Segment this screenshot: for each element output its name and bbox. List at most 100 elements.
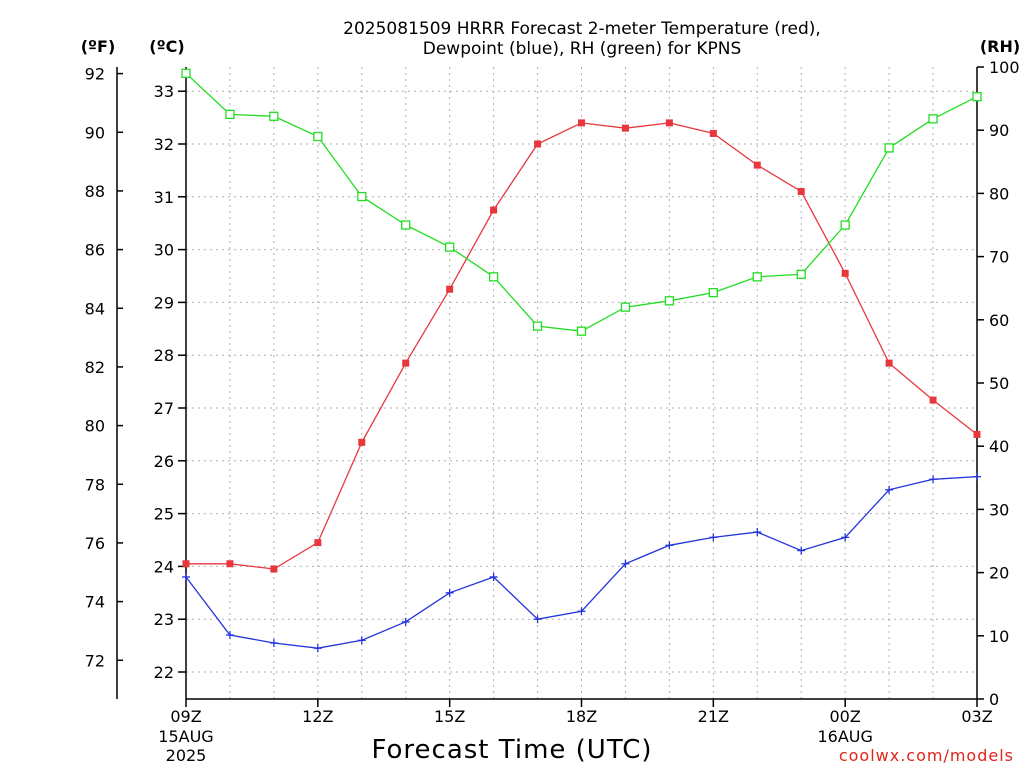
temperature-point [534, 140, 542, 148]
dewpoint-point [225, 631, 234, 640]
rh-tick-label: 10 [989, 627, 1009, 646]
dewpoint-point [885, 485, 894, 494]
rh-unit-label: (RH) [980, 37, 1020, 56]
rh-tick-label: 40 [989, 437, 1009, 456]
relative-humidity-point [401, 220, 411, 230]
dewpoint-point [182, 572, 190, 581]
celsius-tick-label: 30 [154, 241, 174, 260]
dewpoint-point [269, 638, 278, 647]
temperature-point [753, 161, 761, 169]
temperature-point [358, 438, 366, 446]
relative-humidity-point [708, 287, 718, 298]
celsius-tick-label: 32 [154, 135, 174, 154]
temperature-point [973, 430, 981, 438]
rh-tick-label: 100 [989, 58, 1020, 77]
dewpoint-point [753, 528, 762, 537]
rh-tick-label: 30 [989, 500, 1009, 519]
time-tick-label: 18Z [566, 707, 597, 726]
dewpoint-series [182, 472, 981, 653]
fahrenheit-unit-label: (ºF) [81, 37, 116, 56]
chart-title-line-2: Dewpoint (blue), RH (green) for KPNS [423, 39, 741, 59]
dewpoint-line [185, 475, 978, 649]
dewpoint-point [621, 559, 630, 568]
time-tick-label: 00Z [830, 707, 861, 726]
rh-tick-label: 20 [989, 564, 1009, 583]
dewpoint-point [797, 546, 806, 555]
fahrenheit-tick-label: 82 [85, 358, 105, 377]
dewpoint-point [973, 472, 981, 481]
temperature-point [885, 359, 893, 367]
dewpoint-point [709, 533, 718, 542]
dewpoint-point [929, 475, 938, 484]
fahrenheit-tick-label: 78 [85, 475, 105, 494]
fahrenheit-tick-label: 86 [85, 241, 105, 260]
time-date-label: 16AUG [817, 727, 872, 746]
relative-humidity-point [576, 326, 587, 336]
relative-humidity-point [752, 272, 762, 282]
rh-tick-label: 0 [989, 690, 999, 709]
fahrenheit-tick-label: 92 [85, 65, 105, 84]
axes [116, 67, 978, 700]
relative-humidity-point [181, 68, 191, 78]
celsius-tick-label: 22 [154, 663, 174, 682]
relative-humidity-line [185, 72, 978, 332]
temperature-line [186, 122, 978, 570]
dewpoint-point [841, 533, 850, 542]
credit-label: coolwx.com/models [839, 746, 1014, 765]
fahrenheit-tick-label: 80 [85, 417, 105, 436]
fahrenheit-axis: 72 74 76 78 80 82 84 86 88 90 92 [85, 65, 123, 670]
temperature-point [929, 396, 937, 404]
temperature-point [270, 565, 278, 573]
temperature-point [402, 359, 410, 367]
time-tick-label: 03Z [961, 707, 992, 726]
fahrenheit-tick-label: 90 [85, 123, 105, 142]
dewpoint-point [401, 617, 410, 626]
rh-tick-label: 90 [989, 121, 1009, 140]
time-tick-label: 12Z [302, 707, 333, 726]
chart-title-line-1: 2025081509 HRRR Forecast 2-meter Tempera… [343, 19, 821, 39]
time-tick-label: 21Z [698, 707, 729, 726]
temperature-point [621, 124, 629, 132]
relative-humidity-point [488, 272, 499, 282]
dewpoint-point [445, 588, 454, 597]
temperature-point [665, 119, 673, 127]
relative-humidity-point [269, 111, 279, 121]
dewpoint-point [313, 644, 322, 653]
relative-humidity-point [225, 109, 235, 120]
series-layer [181, 68, 982, 653]
fahrenheit-tick-label: 84 [85, 299, 105, 318]
temperature-point [226, 560, 234, 568]
chart-title: 2025081509 HRRR Forecast 2-meter Tempera… [343, 19, 821, 59]
celsius-tick-label: 24 [154, 557, 174, 576]
celsius-tick-label: 29 [154, 293, 174, 312]
temperature-point [578, 119, 585, 127]
relative-humidity-point [840, 220, 850, 230]
temperature-point [709, 129, 717, 137]
grid-lines [186, 67, 977, 699]
temperature-point [490, 206, 498, 214]
celsius-tick-label: 31 [154, 188, 174, 207]
fahrenheit-tick-label: 74 [85, 593, 105, 612]
celsius-unit-label: (ºC) [149, 37, 184, 56]
relative-humidity-point [445, 242, 455, 252]
fahrenheit-tick-label: 72 [85, 651, 105, 670]
temperature-point [182, 560, 190, 568]
celsius-tick-label: 33 [154, 82, 174, 101]
relative-humidity-point [796, 269, 806, 279]
celsius-tick-label: 26 [154, 452, 174, 471]
temperature-point [314, 539, 322, 547]
dewpoint-point [533, 615, 542, 624]
relative-humidity-series [181, 68, 982, 336]
dewpoint-point [577, 607, 586, 616]
x-axis-label: Forecast Time (UTC) [371, 735, 652, 765]
rh-tick-label: 70 [989, 248, 1009, 267]
relative-humidity-point [928, 114, 938, 124]
celsius-tick-label: 27 [154, 399, 174, 418]
dewpoint-point [665, 541, 674, 550]
relative-humidity-point [357, 191, 367, 202]
rh-axis: 0 10 20 30 40 50 60 70 80 90 100 [977, 58, 1020, 709]
time-tick-label: 15Z [434, 707, 465, 726]
